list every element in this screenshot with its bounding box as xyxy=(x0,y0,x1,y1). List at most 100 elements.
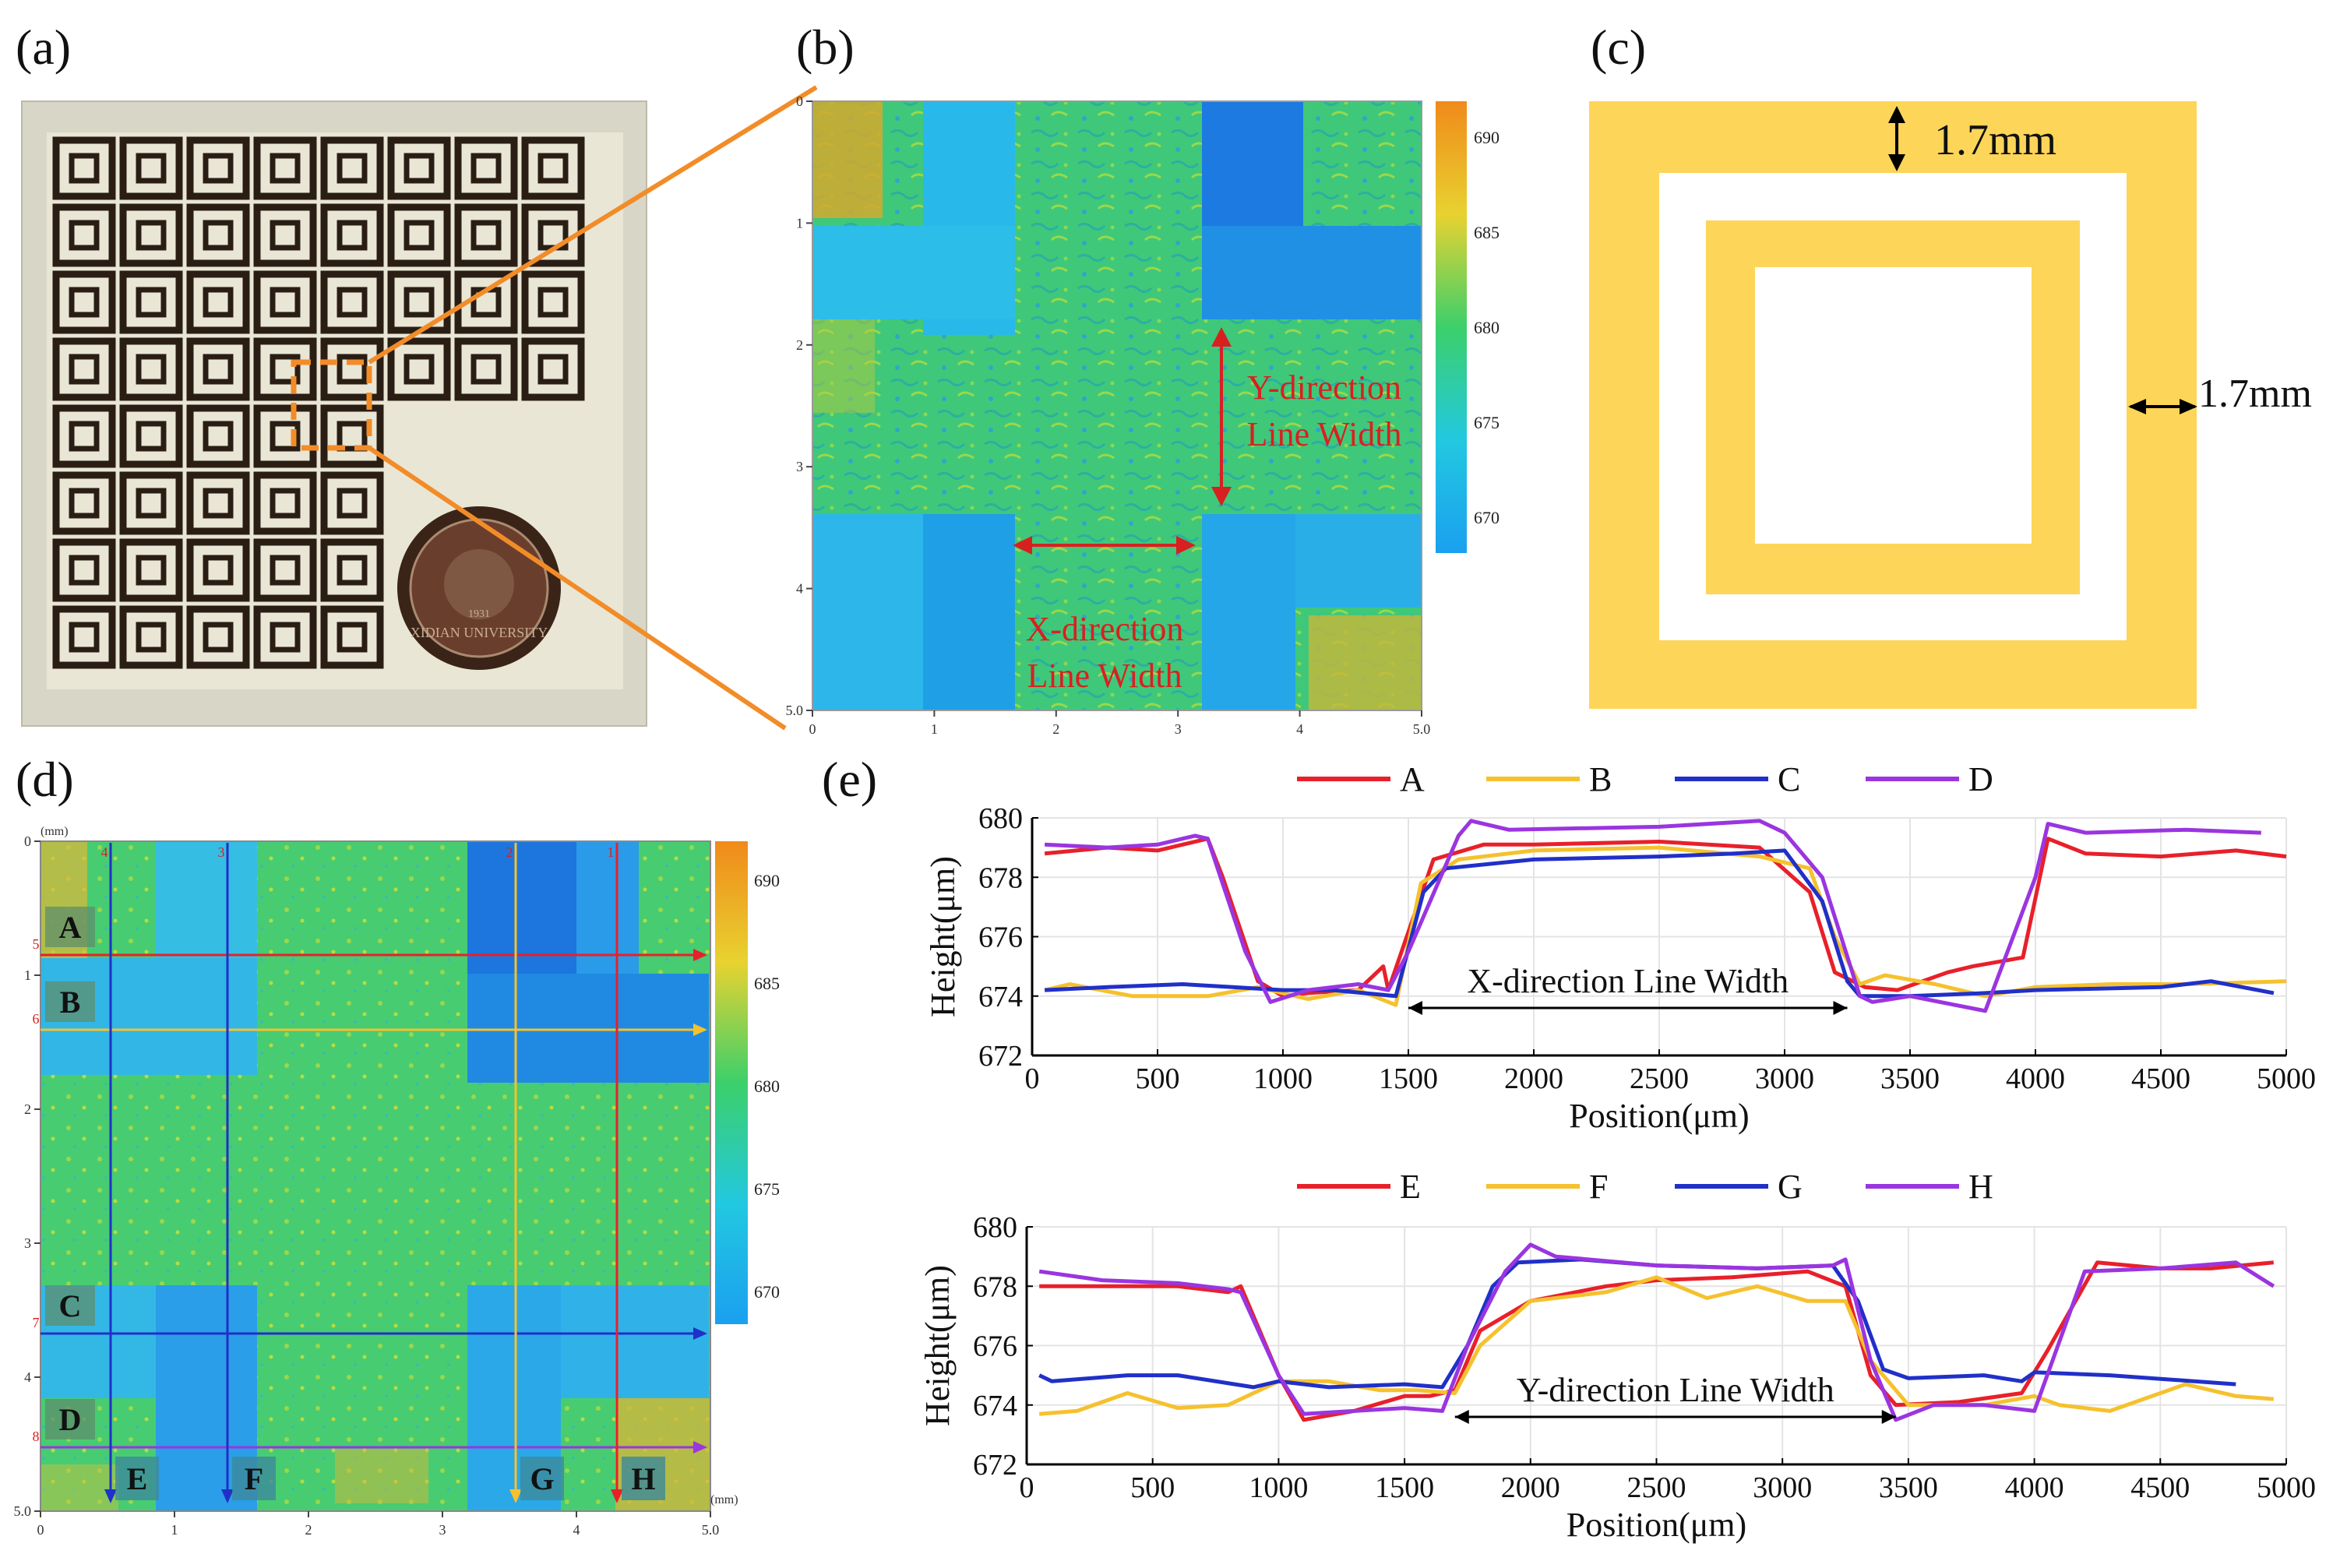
inner-loop xyxy=(270,421,301,452)
x-width-annotation: X-direction Line Width xyxy=(1013,536,1196,695)
x-tick-label: 1 xyxy=(171,1522,178,1538)
inner-loop xyxy=(404,220,435,251)
x-tick-label: 2500 xyxy=(1630,1062,1689,1095)
col-label-box xyxy=(232,1457,276,1500)
series-line-h xyxy=(1038,1242,2275,1422)
outer-loop xyxy=(186,605,250,669)
outer-loop xyxy=(186,203,250,267)
inner-loop xyxy=(404,354,435,385)
panel-label-c: (c) xyxy=(1591,19,1646,75)
outer-loop xyxy=(186,538,250,602)
seal-year: 1931 xyxy=(468,608,490,620)
outer-loop xyxy=(52,270,116,334)
axes-b: 0 1 2 3 4 5.0 0 1 2 3 4 5.0 xyxy=(786,93,1431,737)
inner-loop xyxy=(69,488,100,519)
x-tick-label: 4 xyxy=(573,1522,580,1538)
outer-loop xyxy=(253,203,317,267)
y-tick-label: 0 xyxy=(24,833,31,849)
outer-loop xyxy=(454,203,518,267)
inner-loop xyxy=(270,153,301,184)
inner-loop xyxy=(136,622,167,653)
row-label: B xyxy=(60,985,81,1020)
col-label-box xyxy=(622,1457,665,1500)
legend-label-g: G xyxy=(1778,1168,1803,1206)
y-width-label-2: Line Width xyxy=(1246,415,1401,453)
x-tick-label: 2000 xyxy=(1501,1471,1560,1504)
inner-loop xyxy=(537,153,569,184)
inner-loop xyxy=(404,153,435,184)
x-tick-label: 5.0 xyxy=(1413,721,1431,737)
x-tick-label: 3 xyxy=(439,1522,446,1538)
outer-loop xyxy=(521,203,585,267)
outer-loop xyxy=(52,538,116,602)
x-width-label-2: Line Width xyxy=(1027,657,1182,695)
outer-loop xyxy=(454,337,518,401)
height-map-d xyxy=(40,840,711,1512)
legend-label-b: B xyxy=(1589,760,1612,798)
inner-loop xyxy=(404,287,435,318)
series-line-f xyxy=(1039,1275,2274,1416)
row-number: 7 xyxy=(33,1315,40,1330)
x-axis-label: Position(μm) xyxy=(1566,1506,1746,1544)
x-tick-label: 1 xyxy=(931,721,938,737)
outer-loop xyxy=(521,337,585,401)
outer-loop xyxy=(320,136,384,200)
x-tick-label: 3000 xyxy=(1755,1062,1814,1095)
row-label: A xyxy=(59,910,82,945)
inner-loop xyxy=(537,354,569,385)
inner-loop xyxy=(203,287,234,318)
outer-loop xyxy=(320,538,384,602)
y-tick-label: 3 xyxy=(24,1235,31,1251)
y-tick-label: 0 xyxy=(796,93,803,109)
y-axis-label: Height(μm) xyxy=(924,856,962,1017)
legend-label-c: C xyxy=(1778,760,1800,798)
colorbar-tick: 685 xyxy=(754,974,780,993)
x-tick-label: 3 xyxy=(1175,721,1182,737)
outer-loop xyxy=(253,270,317,334)
zoom-connector-top xyxy=(368,85,818,365)
inner-loop xyxy=(337,622,368,653)
outer-loop xyxy=(52,471,116,535)
y-tick-label: 676 xyxy=(973,1330,1017,1363)
y-tick-label: 5.0 xyxy=(14,1503,32,1519)
profile-lines-d: A 5 B 6 C 7 D 8 E 4 F 3 G 2 H 1 xyxy=(33,843,707,1503)
y-tick-label: 3 xyxy=(796,459,803,474)
profile-arrow xyxy=(104,1489,117,1503)
legend-label-e: E xyxy=(1400,1168,1421,1206)
outer-loop xyxy=(52,136,116,200)
x-tick-label: 3500 xyxy=(1880,1062,1940,1095)
col-number: 2 xyxy=(506,844,513,860)
inner-loop xyxy=(69,555,100,586)
x-tick-label: 2 xyxy=(1052,721,1059,737)
inner-loop xyxy=(136,555,167,586)
inner-loop xyxy=(270,488,301,519)
inner-loop xyxy=(203,153,234,184)
inner-loop xyxy=(270,354,301,385)
inner-loop xyxy=(270,555,301,586)
y-tick-label: 1 xyxy=(796,215,803,231)
col-label-box xyxy=(115,1457,159,1500)
x-tick-label: 4 xyxy=(1296,721,1303,737)
colorbar-tick: 670 xyxy=(1474,508,1500,527)
profile-arrow xyxy=(693,1024,707,1036)
y-tick-label: 680 xyxy=(973,1211,1017,1244)
col-number: 1 xyxy=(608,844,615,860)
outer-loop xyxy=(253,136,317,200)
colorbar-b: 690 685 680 675 670 xyxy=(1436,101,1500,553)
y-tick-label: 680 xyxy=(978,802,1023,835)
outer-loop xyxy=(119,337,183,401)
x-tick-label: 0 xyxy=(37,1522,44,1538)
inner-loop xyxy=(337,555,368,586)
col-label: H xyxy=(631,1461,655,1496)
outer-loop xyxy=(253,538,317,602)
inner-loop xyxy=(337,287,368,318)
outer-loop xyxy=(320,404,384,468)
x-tick-label: 4000 xyxy=(2005,1471,2064,1504)
inner-loop xyxy=(203,488,234,519)
colorbar-tick: 675 xyxy=(1474,413,1500,432)
x-tick-label: 4500 xyxy=(2130,1471,2190,1504)
outer-loop xyxy=(52,203,116,267)
series-line-g xyxy=(1038,1257,2236,1390)
y-tick-label: 4 xyxy=(24,1369,31,1385)
x-tick-label: 2 xyxy=(305,1522,312,1538)
